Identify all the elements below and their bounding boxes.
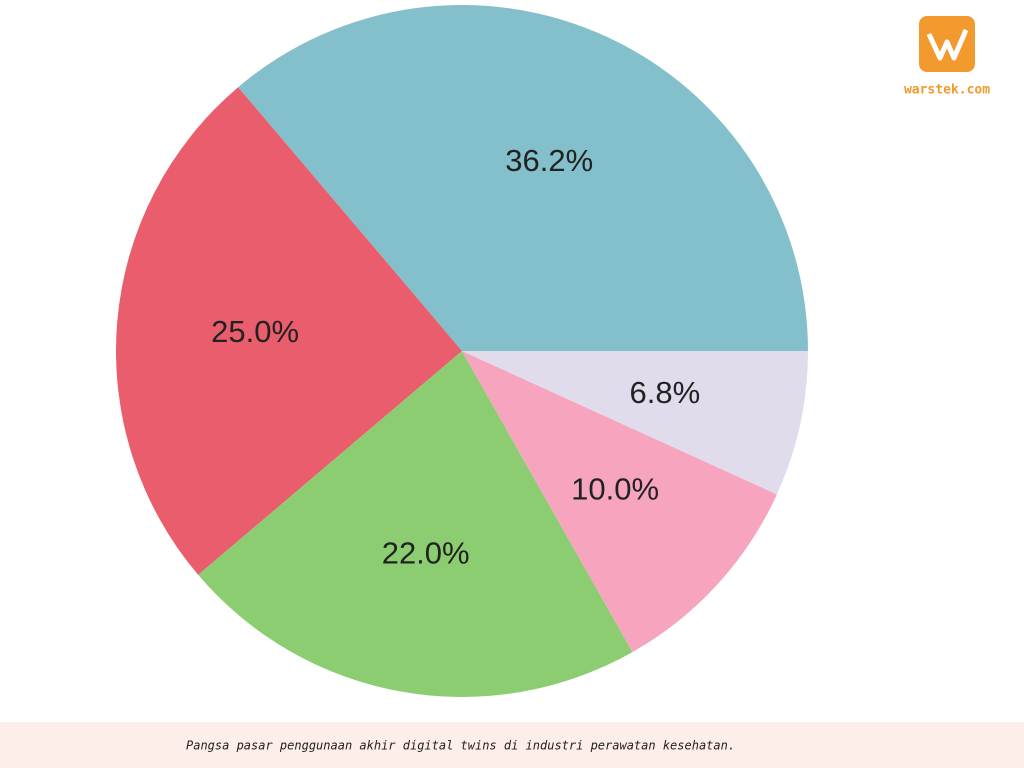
slice-label: 25.0% <box>211 314 299 349</box>
caption-bar <box>0 722 1024 768</box>
slice-label: 6.8% <box>630 375 701 410</box>
pie-slice <box>462 351 808 495</box>
slice-label: 36.2% <box>505 143 593 178</box>
caption: Pangsa pasar penggunaan akhir digital tw… <box>186 739 735 753</box>
pie-slice <box>238 4 808 351</box>
logo-mark <box>926 29 969 61</box>
slice-label: 22.0% <box>382 536 470 571</box>
pie-slice <box>198 351 633 697</box>
slice-label: 10.0% <box>571 471 659 506</box>
pie-slice <box>462 351 777 653</box>
logo-text: warstek.com <box>904 83 990 98</box>
pie-slice <box>115 87 462 575</box>
